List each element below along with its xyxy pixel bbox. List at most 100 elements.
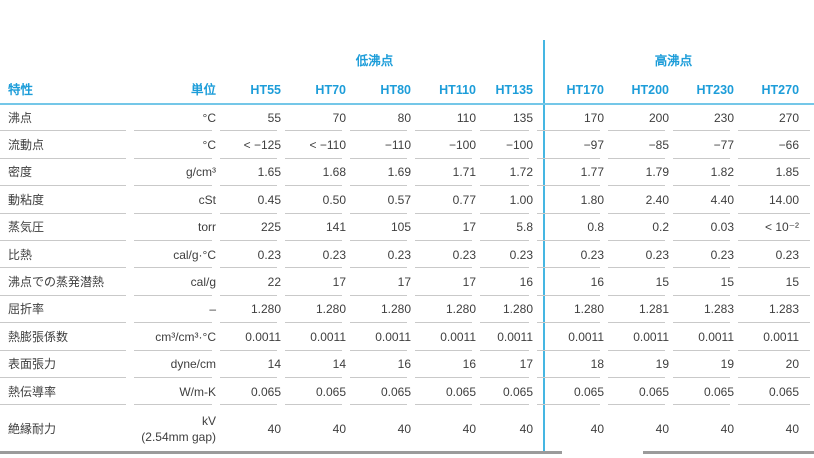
- value-cell: 0.45: [216, 186, 281, 214]
- value-cell: 0.0011: [476, 323, 534, 351]
- value-cell: 1.79: [604, 158, 670, 187]
- value-cell: 0.0011: [411, 323, 476, 351]
- unit-main: kV: [201, 414, 216, 429]
- value-cell: 19: [669, 350, 735, 378]
- value-cell: 0.065: [533, 377, 605, 406]
- value-cell: −77: [669, 131, 735, 159]
- value-cell: 1.82: [669, 158, 735, 187]
- value-cell: 40: [720, 422, 735, 437]
- value-cell: 135: [476, 104, 534, 132]
- value-cell: 1.68: [281, 158, 346, 187]
- value-cell: 1.280: [533, 295, 605, 324]
- value-cell: 1.280: [216, 295, 281, 324]
- value-cell: 0.065: [476, 377, 534, 406]
- value-cell: < 10⁻²: [734, 213, 814, 241]
- value-cell: 40: [267, 422, 281, 437]
- table-row: 動粘度 cSt 0.45 0.50 0.57 0.77 1.00 1.80 2.40 4.40 14…: [0, 186, 814, 214]
- value-cell: 17: [411, 213, 476, 241]
- unit-label: cal/g: [130, 268, 216, 296]
- property-label: 蒸気圧: [0, 213, 130, 241]
- value-cell: 0.50: [281, 186, 346, 214]
- value-cell: 18: [533, 350, 605, 378]
- value-cell: 1.283: [669, 295, 735, 324]
- value-cell: 0.23: [346, 240, 411, 269]
- value-cell: 1.280: [476, 295, 534, 324]
- value-cell: 170: [533, 104, 605, 132]
- column-header-ht270: HT270: [761, 82, 800, 97]
- unit-label: cm³/cm³·°C: [130, 323, 216, 351]
- value-cell: 0.065: [346, 377, 411, 406]
- value-cell: 0.23: [476, 240, 534, 269]
- property-label: 屈折率: [0, 295, 130, 324]
- value-cell: 1.80: [533, 186, 605, 214]
- value-cell: 1.65: [216, 158, 281, 187]
- group-header-row: 低沸点 高沸点: [0, 40, 814, 76]
- value-cell: < −125: [216, 131, 281, 159]
- value-cell: 230: [669, 104, 735, 132]
- value-cell: 0.77: [411, 186, 476, 214]
- unit-label: –: [130, 295, 216, 324]
- value-cell: 15: [734, 268, 814, 296]
- property-label: 熱伝導率: [0, 377, 130, 406]
- unit-label: torr: [130, 213, 216, 241]
- value-cell: 0.0011: [734, 323, 814, 351]
- value-cell: −97: [533, 131, 605, 159]
- value-cell: 0.8: [533, 213, 605, 241]
- table-row: 密度 g/cm³ 1.65 1.68 1.69 1.71 1.72 1.77 1.79 1.82 1…: [0, 158, 814, 187]
- value-cell: 270: [734, 104, 814, 132]
- value-cell: 40: [785, 422, 800, 437]
- value-cell: 14: [281, 350, 346, 378]
- value-cell: 0.2: [604, 213, 670, 241]
- table-row: 熱伝導率 W/m-K 0.065 0.065 0.065 0.065 0.065 0.065 0…: [0, 377, 814, 406]
- value-cell: 1.281: [604, 295, 670, 324]
- unit-label: cSt: [130, 186, 216, 214]
- value-cell: 0.23: [669, 240, 735, 269]
- column-header-ht110: HT110: [439, 82, 476, 97]
- column-header-ht135: HT135: [495, 82, 534, 97]
- fluid-properties-table: 低沸点 高沸点 特性 単位 HT55 HT70 HT80 HT110 HT135 HT17…: [0, 40, 814, 453]
- value-cell: 1.280: [281, 295, 346, 324]
- value-cell: 0.23: [216, 240, 281, 269]
- value-cell: 16: [346, 350, 411, 378]
- value-cell: 1.280: [411, 295, 476, 324]
- property-label: 絶縁耐力: [8, 422, 57, 437]
- value-cell: 40: [655, 422, 670, 437]
- value-cell: 0.0011: [281, 323, 346, 351]
- property-label: 流動点: [0, 131, 130, 159]
- value-cell: 14: [216, 350, 281, 378]
- value-cell: 80: [346, 104, 411, 132]
- column-header-unit: 単位: [190, 82, 216, 97]
- unit-label: g/cm³: [130, 158, 216, 187]
- value-cell: 0.065: [411, 377, 476, 406]
- property-label: 熱膨張係数: [0, 323, 130, 351]
- value-cell: 0.23: [411, 240, 476, 269]
- unit-label: °C: [130, 131, 216, 159]
- value-cell: 40: [397, 422, 411, 437]
- table-row: 比熱 cal/g·°C 0.23 0.23 0.23 0.23 0.23 0.23 0.23 0.…: [0, 240, 814, 269]
- table-row: 熱膨張係数 cm³/cm³·°C 0.0011 0.0011 0.0011 0.0011 0…: [0, 323, 814, 351]
- value-cell: −85: [604, 131, 670, 159]
- value-cell: 17: [411, 268, 476, 296]
- value-cell: 40: [590, 422, 605, 437]
- value-cell: 0.065: [734, 377, 814, 406]
- table-bottom-border-left: [0, 451, 562, 454]
- value-cell: 40: [332, 422, 346, 437]
- table-row: 屈折率 –1.280 1.280 1.280 1.280 1.280 1.280 1.281 1…: [0, 295, 814, 324]
- group-header-low-boiling: 低沸点: [355, 53, 394, 68]
- group-header-high-boiling: 高沸点: [654, 53, 693, 68]
- value-cell: < −110: [281, 131, 346, 159]
- group-header-spacer: [0, 40, 216, 76]
- table-bottom-border-right: [643, 451, 814, 454]
- value-cell: 1.77: [533, 158, 605, 187]
- value-cell: 40: [462, 422, 476, 437]
- value-cell: −100: [411, 131, 476, 159]
- value-cell: 0.23: [281, 240, 346, 269]
- unit-note: (2.54mm gap): [141, 430, 216, 445]
- column-header-ht170: HT170: [566, 82, 605, 97]
- value-cell: 0.0011: [216, 323, 281, 351]
- unit-label: W/m-K: [130, 377, 216, 406]
- property-label: 比熱: [0, 240, 130, 269]
- value-cell: 1.00: [476, 186, 534, 214]
- value-cell: 141: [281, 213, 346, 241]
